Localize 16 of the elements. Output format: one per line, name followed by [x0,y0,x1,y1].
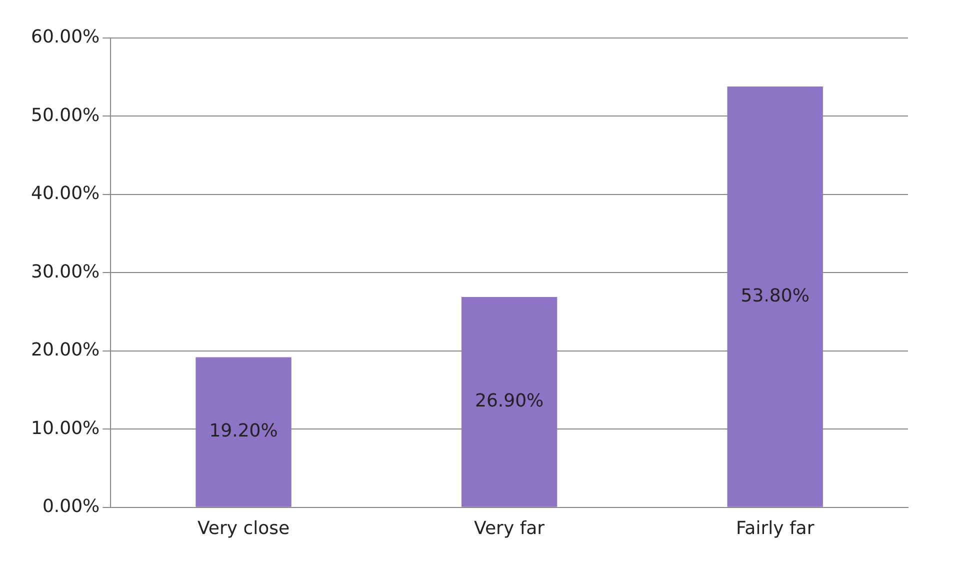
y-tick-label: 20.00% [30,340,100,361]
x-tick-label: Very far [474,518,546,539]
bar [461,296,558,507]
y-tick-label: 10.00% [30,418,100,439]
bar [727,86,823,507]
data-label: 26.90% [474,390,544,412]
y-tick-label: 50.00% [30,104,100,126]
x-tick-label: Very close [197,518,290,539]
data-label: 53.80% [740,285,810,306]
y-tick-label: 0.00% [42,496,100,518]
y-tick-label: 60.00% [30,26,100,48]
bar [196,357,292,507]
y-tick-label: 30.00% [30,261,100,282]
y-tick-label: 40.00% [30,183,100,204]
x-tick-label: Fairly far [736,518,815,539]
data-label: 19.20% [209,420,278,442]
